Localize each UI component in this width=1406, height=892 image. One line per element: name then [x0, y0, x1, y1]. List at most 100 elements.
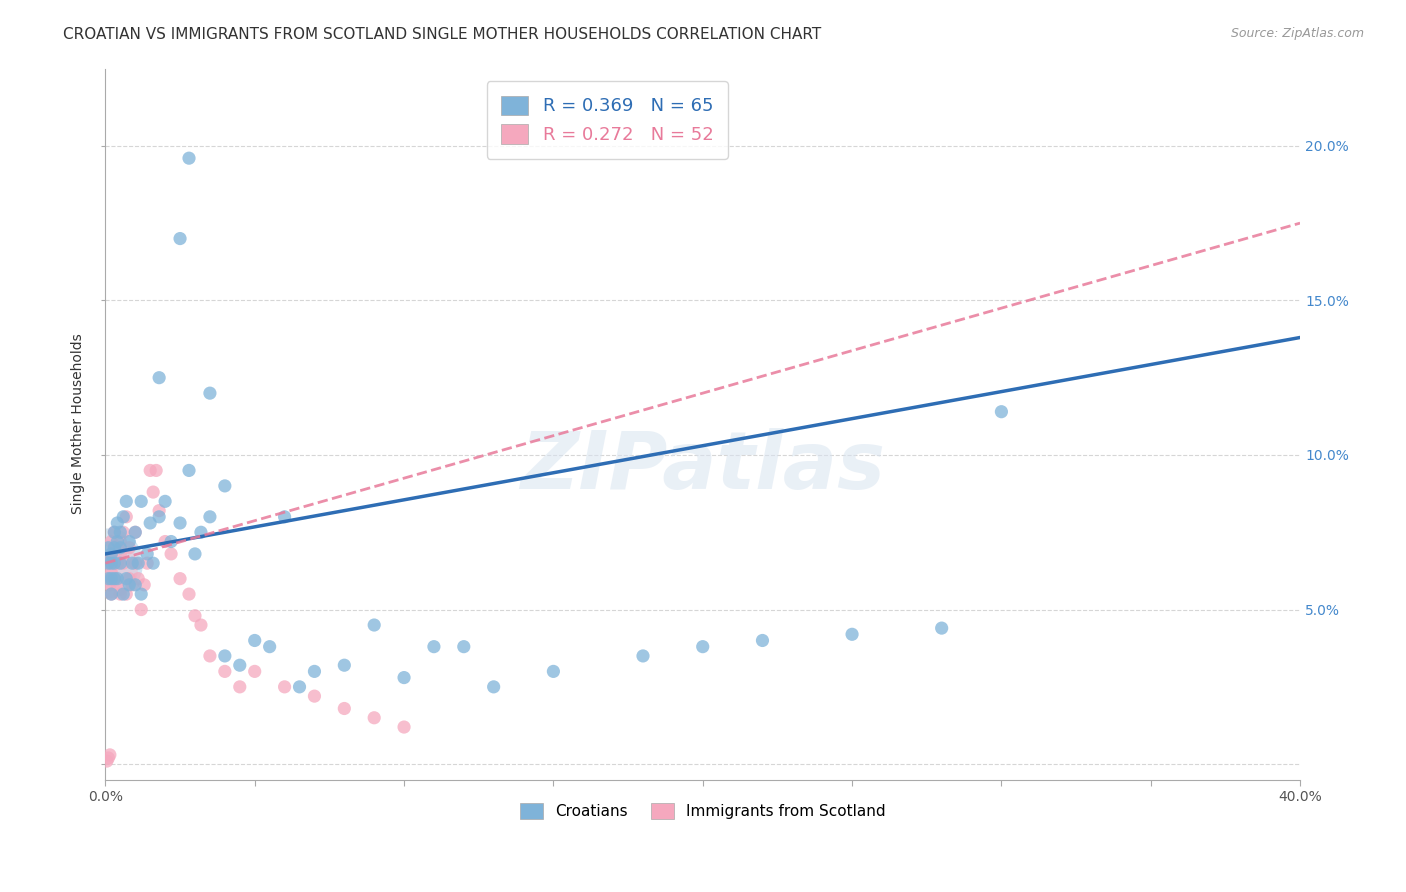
- Point: [124, 556, 146, 570]
- Point: [118, 534, 141, 549]
- Point: [103, 572, 125, 586]
- Point: [841, 627, 863, 641]
- Point: [110, 541, 132, 555]
- Point: [160, 547, 183, 561]
- Point: [139, 516, 162, 530]
- Point: [692, 640, 714, 654]
- Point: [103, 541, 125, 555]
- Point: [105, 516, 128, 530]
- Point: [990, 405, 1012, 419]
- Point: [136, 547, 159, 561]
- Point: [100, 556, 122, 570]
- Point: [160, 534, 183, 549]
- Point: [97, 572, 120, 586]
- Point: [214, 665, 236, 679]
- Point: [198, 648, 221, 663]
- Point: [423, 640, 446, 654]
- Point: [148, 503, 170, 517]
- Point: [110, 556, 132, 570]
- Point: [105, 572, 128, 586]
- Point: [103, 556, 125, 570]
- Point: [115, 494, 138, 508]
- Point: [118, 572, 141, 586]
- Point: [127, 572, 149, 586]
- Point: [142, 556, 165, 570]
- Point: [110, 534, 132, 549]
- Point: [304, 689, 326, 703]
- Point: [112, 509, 135, 524]
- Point: [100, 572, 122, 586]
- Point: [177, 463, 200, 477]
- Point: [136, 556, 159, 570]
- Point: [105, 541, 128, 555]
- Point: [124, 525, 146, 540]
- Point: [118, 541, 141, 555]
- Point: [190, 525, 212, 540]
- Point: [169, 572, 191, 586]
- Point: [139, 463, 162, 477]
- Point: [110, 547, 132, 561]
- Point: [96, 754, 118, 768]
- Point: [97, 562, 120, 576]
- Point: [97, 556, 120, 570]
- Point: [97, 556, 120, 570]
- Point: [259, 640, 281, 654]
- Point: [177, 587, 200, 601]
- Point: [363, 618, 385, 632]
- Point: [105, 556, 128, 570]
- Point: [153, 494, 176, 508]
- Point: [134, 578, 156, 592]
- Point: [97, 572, 120, 586]
- Point: [214, 648, 236, 663]
- Point: [288, 680, 311, 694]
- Point: [214, 479, 236, 493]
- Point: [97, 556, 120, 570]
- Point: [145, 463, 167, 477]
- Point: [121, 578, 143, 592]
- Point: [97, 751, 120, 765]
- Point: [112, 587, 135, 601]
- Point: [392, 671, 415, 685]
- Point: [129, 602, 152, 616]
- Point: [100, 547, 122, 561]
- Point: [169, 231, 191, 245]
- Point: [115, 587, 138, 601]
- Point: [198, 509, 221, 524]
- Point: [148, 370, 170, 384]
- Point: [124, 525, 146, 540]
- Point: [243, 665, 266, 679]
- Y-axis label: Single Mother Households: Single Mother Households: [72, 334, 86, 515]
- Point: [110, 587, 132, 601]
- Point: [112, 556, 135, 570]
- Point: [190, 618, 212, 632]
- Point: [112, 525, 135, 540]
- Point: [631, 648, 654, 663]
- Point: [103, 541, 125, 555]
- Point: [453, 640, 475, 654]
- Point: [142, 485, 165, 500]
- Point: [184, 547, 207, 561]
- Point: [543, 665, 565, 679]
- Point: [103, 525, 125, 540]
- Point: [229, 658, 252, 673]
- Point: [169, 516, 191, 530]
- Point: [392, 720, 415, 734]
- Point: [103, 572, 125, 586]
- Point: [153, 534, 176, 549]
- Point: [127, 556, 149, 570]
- Point: [751, 633, 773, 648]
- Point: [98, 578, 121, 592]
- Point: [100, 587, 122, 601]
- Point: [105, 534, 128, 549]
- Point: [931, 621, 953, 635]
- Point: [304, 665, 326, 679]
- Point: [363, 711, 385, 725]
- Point: [110, 525, 132, 540]
- Point: [333, 701, 356, 715]
- Point: [115, 509, 138, 524]
- Point: [100, 534, 122, 549]
- Point: [103, 556, 125, 570]
- Point: [100, 566, 122, 580]
- Point: [124, 578, 146, 592]
- Point: [198, 386, 221, 401]
